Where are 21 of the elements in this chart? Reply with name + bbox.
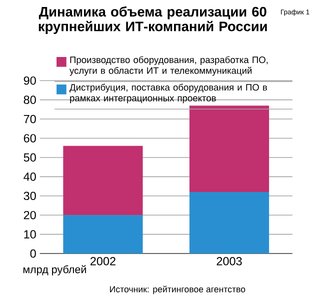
y-tick-label: 60 [24,134,36,143]
text: Источник: рейтинговое агентство [110,286,246,294]
bar [189,106,270,192]
y-tick-label: 50 [24,153,36,162]
y-tick-label: 90 [24,76,36,85]
x-tick-label: 2002 [90,257,116,266]
y-tick-label: 20 [24,211,36,220]
y-tick-label: 30 [24,192,36,200]
y-tick-label: 40 [24,172,36,181]
legend-label: Производство оборудования, разработка ПО, услуги в области ИТ и телекоммуникаций [70,56,268,76]
y-axis-title: млрд рублей [23,265,86,276]
bar [189,192,270,254]
y-tick-label: 80 [24,96,36,104]
x-tick-label: 2003 [216,257,242,266]
bar [63,215,143,254]
chart-title: Динамика объема реализации 60 крупнейших ИТ-компаний России [38,6,267,34]
legend-label: Дистрибуция, поставка оборудования и ПО в рамках интеграционных проектов [70,84,268,104]
y-tick-label: 70 [24,114,36,124]
y-tick-label: 0 [30,249,36,258]
bar [63,146,143,216]
y-tick-label: 10 [24,230,36,239]
